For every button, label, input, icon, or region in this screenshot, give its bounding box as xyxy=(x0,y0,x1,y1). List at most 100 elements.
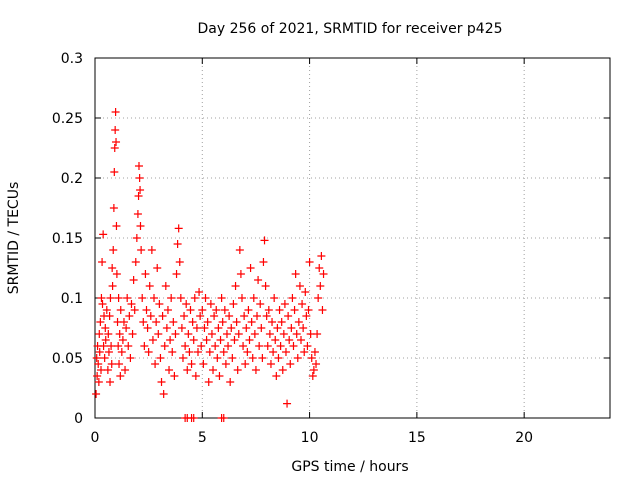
data-point xyxy=(97,294,106,302)
data-point xyxy=(244,306,253,314)
data-point xyxy=(123,294,132,302)
data-point xyxy=(258,354,267,362)
x-tick-label: 0 xyxy=(91,430,100,446)
data-point xyxy=(304,306,313,314)
y-tick-label: 0.2 xyxy=(61,171,83,187)
data-point xyxy=(256,300,265,308)
data-point xyxy=(151,360,160,368)
data-point xyxy=(181,342,190,350)
data-point xyxy=(270,294,279,302)
data-point xyxy=(121,366,130,374)
data-point xyxy=(160,342,169,350)
data-point xyxy=(167,294,176,302)
y-tick-label: 0.05 xyxy=(52,351,83,367)
data-point xyxy=(203,318,212,326)
data-point xyxy=(190,294,199,302)
data-point xyxy=(112,138,121,146)
data-point xyxy=(257,324,266,332)
data-point xyxy=(300,348,309,356)
data-point xyxy=(263,342,272,350)
data-point xyxy=(118,336,127,344)
data-point xyxy=(99,230,108,239)
data-point xyxy=(125,312,134,320)
data-point xyxy=(146,312,155,320)
data-point xyxy=(152,318,161,326)
data-point xyxy=(154,330,163,338)
data-point xyxy=(231,282,240,290)
data-point xyxy=(317,252,326,260)
data-point xyxy=(197,342,206,350)
data-point xyxy=(104,348,113,356)
data-point xyxy=(297,336,305,344)
data-point xyxy=(200,324,209,332)
data-point xyxy=(169,318,178,326)
data-point xyxy=(233,366,242,374)
data-point xyxy=(168,348,177,356)
data-point xyxy=(141,270,150,278)
data-point xyxy=(310,348,319,356)
x-tick-label: 10 xyxy=(301,430,319,446)
data-point xyxy=(213,354,222,362)
data-point xyxy=(210,312,219,320)
data-point xyxy=(225,312,234,320)
data-point xyxy=(128,330,137,338)
data-point xyxy=(271,336,280,344)
data-point xyxy=(140,342,149,350)
data-point xyxy=(283,399,292,408)
data-point xyxy=(227,324,236,332)
data-point xyxy=(287,324,296,332)
data-point xyxy=(170,372,179,380)
data-point xyxy=(234,330,243,338)
data-point xyxy=(286,360,295,368)
data-point xyxy=(247,318,256,326)
data-point xyxy=(303,342,312,350)
data-point xyxy=(114,294,123,302)
data-point xyxy=(155,300,164,308)
data-point xyxy=(241,360,250,368)
data-point xyxy=(186,306,195,314)
data-point xyxy=(291,270,300,278)
data-point xyxy=(185,348,194,356)
data-point xyxy=(292,330,301,338)
data-point xyxy=(217,294,226,302)
data-point xyxy=(288,294,297,302)
data-point xyxy=(182,300,191,308)
data-point xyxy=(305,258,314,266)
data-point xyxy=(95,348,104,356)
data-point xyxy=(245,336,254,344)
data-point xyxy=(237,294,246,302)
data-point xyxy=(312,360,321,368)
data-point xyxy=(106,378,115,386)
data-point xyxy=(315,264,324,272)
x-tick-label: 15 xyxy=(408,430,426,446)
data-point xyxy=(307,354,316,362)
data-point xyxy=(313,330,322,338)
data-point xyxy=(110,144,119,152)
data-point xyxy=(131,258,140,266)
data-point xyxy=(202,336,211,344)
data-point xyxy=(114,342,123,350)
data-point xyxy=(135,174,144,182)
y-tick-label: 0 xyxy=(74,411,83,427)
data-point xyxy=(301,288,310,296)
data-point xyxy=(295,282,304,290)
data-point xyxy=(95,330,104,338)
data-point xyxy=(159,390,168,398)
y-axis-label: SRMTID / TECUs xyxy=(6,182,22,295)
data-point xyxy=(204,378,213,386)
y-tick-label: 0.3 xyxy=(61,51,83,67)
data-point xyxy=(134,192,143,200)
data-point xyxy=(254,276,263,284)
data-point xyxy=(248,354,257,362)
data-point xyxy=(111,126,120,134)
data-point xyxy=(212,306,221,314)
data-point xyxy=(109,204,118,212)
data-point xyxy=(192,324,201,332)
data-point xyxy=(142,306,151,314)
data-point xyxy=(98,258,107,266)
data-point xyxy=(103,366,112,374)
data-points xyxy=(92,108,328,422)
data-point xyxy=(260,236,269,245)
data-point xyxy=(222,330,231,338)
